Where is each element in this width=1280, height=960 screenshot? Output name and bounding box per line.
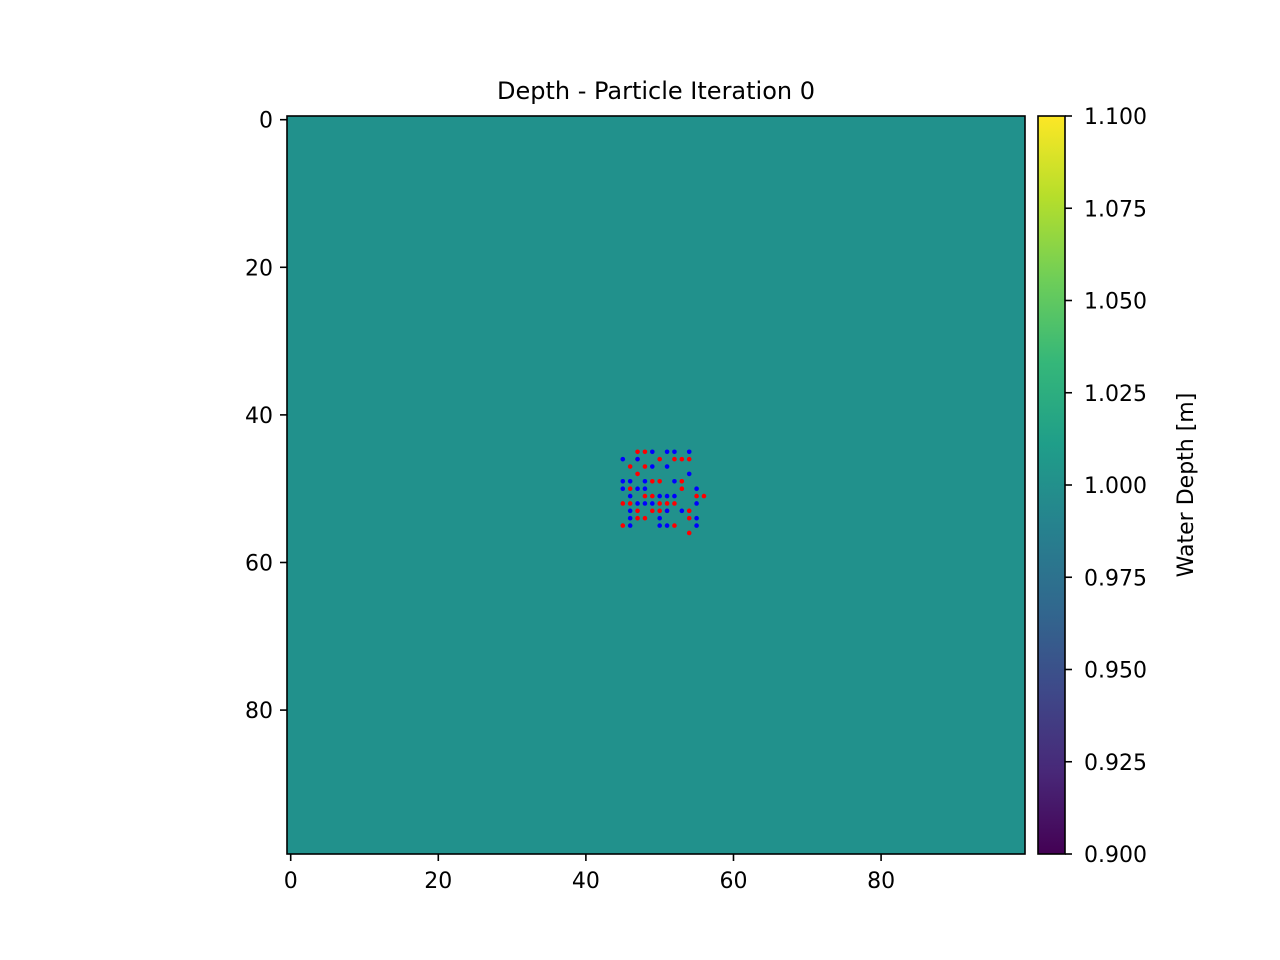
particle-marker [620, 501, 626, 506]
particle-marker [679, 486, 685, 491]
particle-marker [664, 523, 670, 528]
x-tick-label: 20 [424, 869, 452, 894]
y-tick-label: 20 [245, 256, 273, 281]
particle-marker [694, 493, 699, 499]
particle-marker [672, 456, 677, 462]
particle-marker [627, 515, 633, 521]
x-tick-label: 0 [284, 869, 298, 894]
particle-marker [620, 456, 626, 462]
particle-marker [635, 456, 640, 462]
particle-marker [627, 479, 633, 484]
particle-marker [635, 471, 640, 477]
y-tick-label: 0 [259, 109, 273, 134]
colorbar-axis: 0.900 0.925 0.950 0.975 1.000 1.025 1.050 1.075… [1065, 105, 1147, 868]
particle-marker [627, 523, 633, 528]
colorbar-tick-label: 0.975 [1084, 566, 1147, 591]
particle-marker [679, 456, 685, 462]
y-tick-label: 80 [245, 699, 273, 724]
particle-marker [642, 479, 648, 484]
particle-marker [642, 501, 648, 506]
particle-marker [635, 508, 640, 514]
particle-marker [664, 464, 670, 469]
x-tick-label: 60 [719, 869, 747, 894]
particle-marker [620, 523, 626, 528]
particle-marker [627, 501, 633, 506]
particle-marker [650, 449, 655, 455]
particle-marker [672, 501, 677, 506]
particle-marker [657, 523, 662, 528]
particle-marker [657, 493, 662, 499]
particle-marker [650, 493, 655, 499]
y-tick-label: 40 [245, 404, 273, 429]
particle-marker [686, 471, 692, 477]
y-axis: 0 20 40 60 80 [245, 109, 287, 724]
particle-marker [650, 501, 655, 506]
particle-marker [664, 508, 670, 514]
colorbar-tick-label: 1.050 [1084, 290, 1147, 315]
colorbar [1038, 116, 1065, 854]
colorbar-label: Water Depth [m] [1174, 393, 1199, 578]
particle-marker [694, 486, 699, 491]
particle-marker [657, 508, 662, 514]
particle-marker [627, 464, 633, 469]
particle-marker [694, 515, 699, 521]
particle-marker [635, 449, 640, 455]
particle-marker [679, 508, 685, 514]
colorbar-tick-label: 0.900 [1084, 843, 1147, 868]
particle-marker [672, 449, 677, 455]
particle-marker [694, 501, 699, 506]
particle-marker [657, 456, 662, 462]
particle-marker [620, 479, 626, 484]
particle-marker [686, 456, 692, 462]
colorbar-tick-label: 0.925 [1084, 751, 1147, 776]
particle-marker [642, 449, 648, 455]
colorbar-tick-label: 0.950 [1084, 659, 1147, 684]
y-tick-label: 60 [245, 551, 273, 576]
particle-marker [627, 508, 633, 514]
particle-marker [627, 493, 633, 499]
depth-field [287, 116, 1025, 854]
particle-marker [650, 508, 655, 514]
particle-marker [672, 523, 677, 528]
particle-marker [664, 501, 670, 506]
particle-marker [701, 493, 707, 499]
particle-markers [620, 449, 707, 536]
particle-marker [620, 486, 626, 491]
particle-marker [686, 508, 692, 514]
particle-marker [657, 501, 662, 506]
particle-marker [686, 515, 692, 521]
colorbar-tick-label: 1.075 [1084, 197, 1147, 222]
chart-title: Depth - Particle Iteration 0 [497, 77, 815, 105]
particle-marker [657, 479, 662, 484]
particle-marker [679, 479, 685, 484]
particle-marker [694, 523, 699, 528]
plot-frame [286, 115, 1026, 855]
particle-marker [664, 449, 670, 455]
particle-marker [686, 530, 692, 536]
particle-marker [650, 479, 655, 484]
particle-marker [686, 449, 692, 455]
colorbar-tick-label: 1.025 [1084, 382, 1147, 407]
particle-marker [635, 501, 640, 506]
particle-marker [627, 486, 633, 491]
particle-marker [642, 486, 648, 491]
particle-marker [642, 493, 648, 499]
particle-marker [672, 479, 677, 484]
particle-marker [642, 515, 648, 521]
colorbar-tick-label: 1.100 [1084, 105, 1147, 130]
particle-marker [657, 515, 662, 521]
x-axis: 0 20 40 60 80 [284, 854, 895, 894]
particle-marker [672, 493, 677, 499]
x-tick-label: 80 [867, 869, 895, 894]
particle-marker [664, 493, 670, 499]
particle-marker [635, 515, 640, 521]
particle-marker [642, 464, 648, 469]
particle-marker [635, 486, 640, 491]
colorbar-tick-label: 1.000 [1084, 474, 1147, 499]
x-tick-label: 40 [572, 869, 600, 894]
particle-marker [650, 464, 655, 469]
